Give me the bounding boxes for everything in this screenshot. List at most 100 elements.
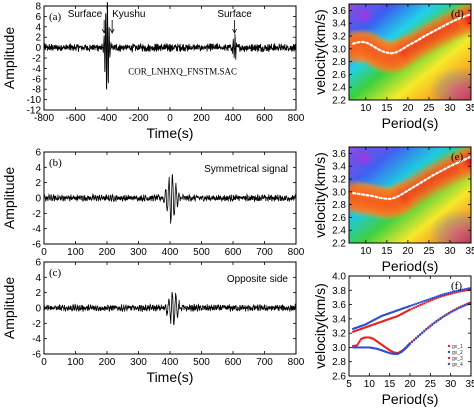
- x-tick-label: 0: [41, 247, 47, 258]
- data-point: [435, 320, 438, 323]
- x-tick-label: 15: [381, 103, 393, 114]
- y-tick-label: 3.2: [332, 32, 346, 43]
- y-tick-label: 2.4: [332, 226, 346, 237]
- x-tick-label: 200: [99, 247, 116, 258]
- y-tick-label: 4: [35, 273, 41, 284]
- data-point: [449, 291, 452, 294]
- legend-entry: gv_1: [452, 344, 463, 350]
- y-tick-label: -6: [32, 240, 41, 251]
- y-tick-label: 3.0: [332, 187, 346, 198]
- data-point: [463, 304, 466, 307]
- data-point: [439, 294, 442, 297]
- x-tick-label: 500: [193, 357, 210, 368]
- panel-f: 5 10 15 20 25 30 35 2.6 2.8 3.0 3.2 3.4 3.6 3.8 4.0 Per…: [312, 272, 474, 408]
- data-point: [357, 342, 360, 345]
- heatmap-cool-zone: [349, 4, 386, 34]
- y-tick-label: 2.8: [332, 57, 346, 68]
- heatmap-field: [349, 4, 471, 100]
- x-tick-label: -200: [128, 113, 148, 124]
- y-tick-label: -4: [32, 64, 41, 75]
- y-tick-label: 2.6: [332, 372, 346, 383]
- y-tick-label: 3.2: [332, 329, 346, 340]
- heatmap-cool-zone: [428, 66, 471, 100]
- event-arrow-head: [109, 28, 115, 34]
- y-tick-label: -10: [27, 95, 42, 106]
- waveform-line: [43, 174, 297, 224]
- panel-a: -800 -600 -400 -200 0 200 400 600 800-12-10-8-6-…: [1, 2, 305, 142]
- y-axis-label: Amplitude: [1, 167, 17, 229]
- y-tick-label: 2: [35, 33, 41, 44]
- y-tick-label: 2.8: [332, 200, 346, 211]
- data-point: [463, 288, 466, 291]
- y-tick-label: 6: [35, 258, 41, 269]
- y-tick-label: -6: [32, 350, 41, 361]
- data-point: [431, 297, 434, 300]
- data-point: [437, 319, 440, 322]
- data-point: [449, 311, 452, 314]
- x-tick-label: 800: [288, 357, 305, 368]
- x-tick-label: 600: [225, 357, 242, 368]
- x-tick-label: 35: [465, 103, 474, 114]
- data-point: [417, 304, 420, 308]
- x-tick-label: 25: [425, 379, 437, 390]
- y-tick-label: 3.4: [332, 314, 346, 325]
- x-tick-label: 700: [256, 247, 273, 258]
- data-point: [419, 304, 422, 307]
- waveform-line: [43, 291, 297, 326]
- x-tick-label: 100: [67, 247, 84, 258]
- y-tick-label: 3.4: [332, 162, 346, 173]
- heatmap-hot-zone: [455, 4, 471, 37]
- data-point: [425, 299, 428, 302]
- x-tick-label: 35: [465, 379, 474, 390]
- data-point: [425, 328, 428, 331]
- data-point: [443, 292, 446, 296]
- panel-label: (f): [451, 280, 462, 292]
- panel-label: (c): [49, 267, 62, 279]
- legend-entry: gv_4: [452, 362, 463, 368]
- x-tick-label: 400: [162, 247, 179, 258]
- y-tick-label: 0: [35, 194, 41, 205]
- data-point: [421, 332, 424, 335]
- data-point: [447, 291, 450, 295]
- panel-label: (d): [451, 8, 464, 20]
- data-point: [417, 302, 420, 305]
- data-point: [429, 325, 432, 328]
- x-tick-label: 800: [288, 247, 305, 258]
- data-point: [410, 307, 414, 310]
- data-point: [439, 317, 442, 320]
- data-point: [453, 290, 456, 293]
- data-point: [410, 340, 414, 344]
- x-tick-label: 400: [225, 113, 242, 124]
- x-axis-label: Period(s): [382, 115, 439, 131]
- data-point: [408, 304, 412, 308]
- heatmap-cool-zone: [428, 209, 471, 243]
- x-tick-label: -600: [65, 113, 85, 124]
- y-tick-label: 2.2: [332, 96, 346, 107]
- data-point: [423, 302, 426, 305]
- plot-frame: [43, 151, 297, 245]
- data-point: [421, 300, 424, 303]
- data-point: [410, 304, 414, 307]
- y-tick-label: 2.4: [332, 83, 346, 94]
- x-tick-label: 300: [130, 247, 147, 258]
- data-point: [419, 301, 422, 304]
- event-label: Kyushu: [112, 9, 145, 20]
- x-tick-label: 30: [444, 103, 456, 114]
- data-point: [461, 305, 464, 308]
- plot-frame: [348, 275, 472, 377]
- data-point: [417, 335, 420, 338]
- data-point: [427, 326, 430, 330]
- data-point: [455, 289, 458, 292]
- data-point: [441, 293, 444, 296]
- x-axis-label: Time(s): [147, 369, 194, 385]
- data-point: [443, 315, 446, 318]
- x-tick-label: 400: [162, 357, 179, 368]
- x-tick-label: 35: [465, 246, 474, 257]
- plot-frame: [348, 146, 472, 244]
- x-tick-label: 20: [404, 379, 416, 390]
- data-point: [459, 306, 462, 309]
- y-tick-label: 2.6: [332, 70, 346, 81]
- x-tick-label: 300: [130, 357, 147, 368]
- data-point: [412, 339, 416, 342]
